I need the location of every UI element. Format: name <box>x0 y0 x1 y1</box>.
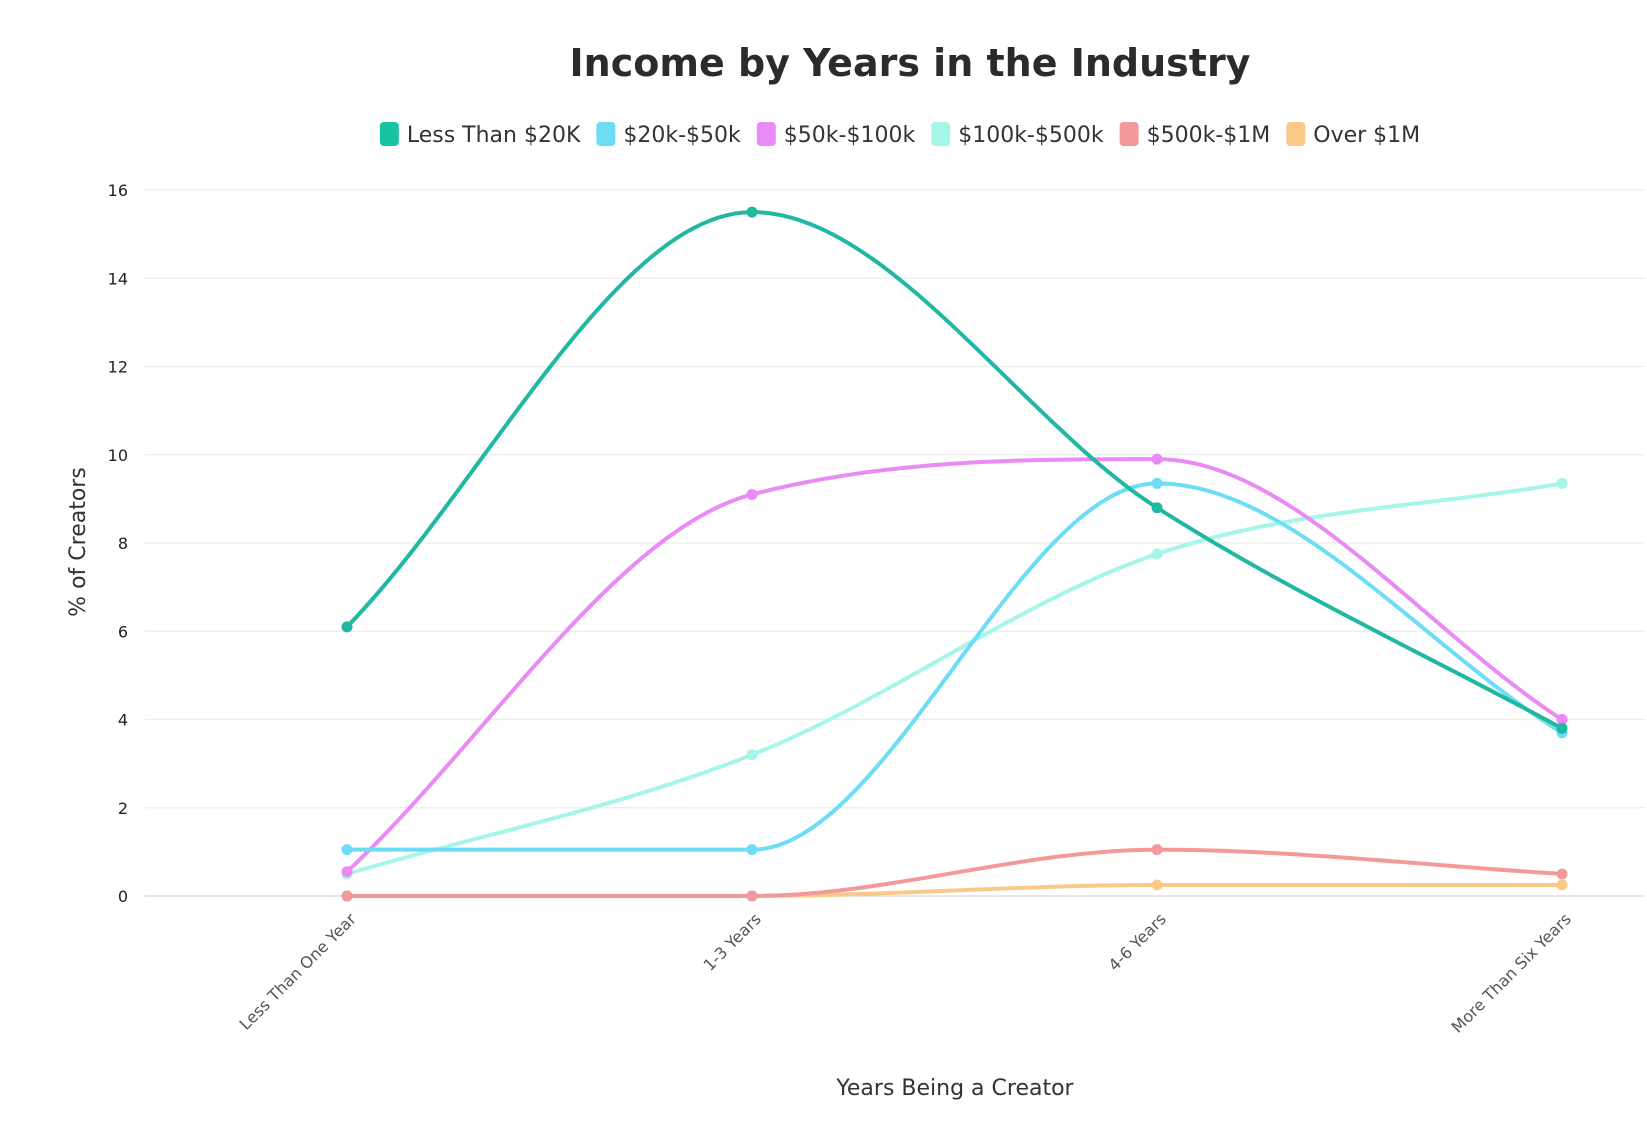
series-line <box>345 481 1564 876</box>
y-tick-label: 10 <box>108 446 128 465</box>
legend-swatch <box>379 122 399 146</box>
data-point <box>1556 714 1568 725</box>
x-axis-ticks: Less Than One Year 1-3 Years 4-6 Years More… <box>236 909 1575 1037</box>
legend-swatch <box>756 122 776 146</box>
legend-label: $50k-$100k <box>784 123 916 148</box>
series-points <box>341 206 1568 902</box>
legend-swatch <box>1286 122 1306 146</box>
legend-label: $20k-$50k <box>623 123 741 148</box>
y-tick-label: 2 <box>118 799 128 818</box>
legend-swatch <box>931 122 951 146</box>
data-point <box>1556 477 1568 489</box>
series-lines <box>345 210 1564 899</box>
data-point <box>1151 453 1163 465</box>
series-line <box>345 210 1564 731</box>
legend-item: Over $1M <box>1286 122 1420 148</box>
data-point <box>1151 844 1163 856</box>
y-tick-label: 14 <box>108 269 128 288</box>
data-point <box>746 749 758 761</box>
data-point <box>1151 477 1163 489</box>
data-point <box>1556 868 1568 880</box>
legend-item: $100k-$500k <box>931 122 1104 148</box>
data-point <box>1151 502 1163 514</box>
legend-label: Over $1M <box>1313 123 1420 148</box>
legend: Less Than $20K $20k-$50k $50k-$100k $100k-$… <box>379 122 1420 148</box>
data-point <box>341 866 353 878</box>
chart-title: Income by Years in the Industry <box>570 41 1251 85</box>
data-point <box>746 890 758 902</box>
x-tick-label: More Than Six Years <box>1448 909 1575 1036</box>
y-tick-label: 16 <box>108 181 128 200</box>
y-tick-label: 0 <box>118 887 128 906</box>
gridlines <box>145 189 1645 897</box>
series-line <box>345 457 1564 874</box>
data-point <box>341 890 353 902</box>
x-axis-label: Years Being a Creator <box>835 1076 1074 1101</box>
y-tick-label: 4 <box>118 711 128 730</box>
y-axis-ticks: 0 2 4 6 8 10 12 14 16 <box>108 181 128 906</box>
legend-label: Less Than $20K <box>407 123 581 148</box>
legend-item: $500k-$1M <box>1119 122 1271 148</box>
y-tick-label: 12 <box>108 358 128 377</box>
legend-item: Less Than $20K <box>379 122 581 148</box>
series-line <box>345 481 1564 852</box>
y-axis-label: % of Creators <box>66 467 91 617</box>
legend-item: $50k-$100k <box>756 122 916 148</box>
legend-item: $20k-$50k <box>596 122 741 148</box>
x-tick-label: 1-3 Years <box>699 909 764 974</box>
data-point <box>341 621 353 633</box>
x-tick-label: 4-6 Years <box>1104 909 1169 974</box>
x-tick-label: Less Than One Year <box>236 909 361 1034</box>
legend-swatch <box>1119 122 1139 146</box>
series-line <box>345 847 1564 899</box>
legend-label: $500k-$1M <box>1147 123 1271 148</box>
data-point <box>1151 879 1163 891</box>
y-tick-label: 8 <box>118 534 128 553</box>
data-point <box>746 844 758 856</box>
data-point <box>1151 548 1163 560</box>
data-point <box>746 206 758 218</box>
legend-label: $100k-$500k <box>958 123 1104 148</box>
data-point <box>1556 722 1568 734</box>
data-point <box>341 844 353 856</box>
data-point <box>746 488 758 500</box>
data-point <box>1556 879 1568 891</box>
legend-swatch <box>596 122 616 146</box>
y-tick-label: 6 <box>118 622 128 641</box>
